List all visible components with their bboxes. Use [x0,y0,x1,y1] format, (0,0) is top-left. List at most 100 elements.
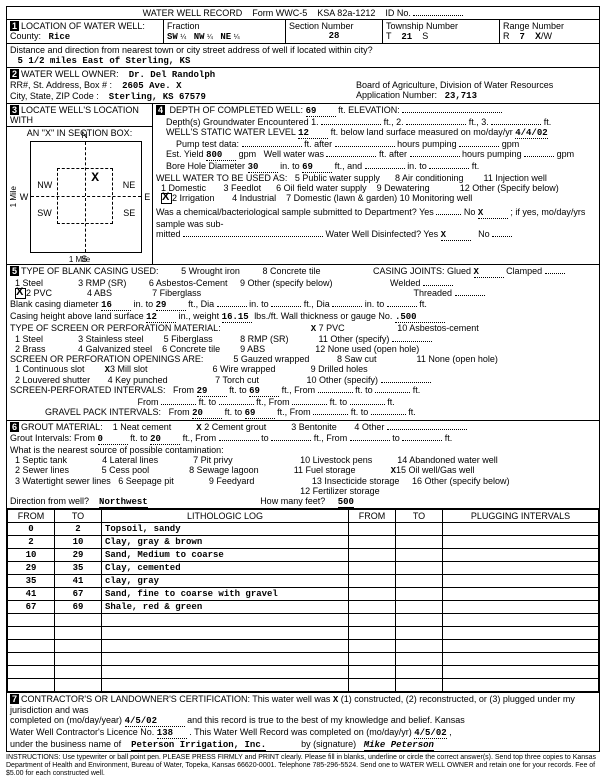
log-plug-h: PLUGGING INTERVALS [443,510,599,523]
p16: 16 Other (specify below) [412,476,510,486]
bd-ft3: ft. [419,299,427,309]
gp-t: 69 [245,408,275,419]
log-row [8,614,599,627]
township-label: Township Number [386,21,458,31]
bore-depth: 69 [302,162,332,173]
o10: 10 Other (specify) [307,375,379,385]
log-row: 2935Clay, cemented [8,562,599,575]
log-lith-h: LITHOLOGIC LOG [102,510,349,523]
welded: Welded [390,278,420,288]
p5: 5 Cess pool [102,465,150,475]
p4: 4 Lateral lines [102,455,158,465]
no-dis: No [478,229,490,239]
disinf-x: X [441,230,471,241]
section: 28 [289,31,379,41]
ksa: KSA 82a-1212 [317,8,375,18]
blankdia-val: 16 [101,300,131,311]
use9: 9 Dewatering [377,183,430,193]
use-label: WELL WATER TO BE USED AS: [156,173,287,183]
range: 7 [520,32,525,42]
o1: 1 Continuous slot [15,364,85,374]
lic-label: Water Well Contractor's Licence No. [10,727,154,737]
g1: 1 Neat cement [113,422,172,432]
t-suffix: S [422,31,428,41]
lbsft: lbs./ft. Wall thickness or gauge No. [254,311,392,321]
pump-after: ft. after [304,139,332,149]
bd-into2: in. to [249,299,269,309]
clamped: Clamped [506,266,542,276]
dia-ne: NE [123,180,136,190]
q3: ¼ [234,34,240,41]
blankdia-label: Blank casing diameter [10,299,99,309]
p14: 14 Abandoned water well [397,455,498,465]
board-label: Board of Agriculture, Division of Water … [356,80,553,90]
sec4-label: DEPTH OF COMPLETED WELL: [170,105,304,115]
gint-t: 20 [150,434,180,445]
sec5-label: TYPE OF BLANK CASING USED: [21,266,159,276]
log-row: 6769Shale, red & green [8,601,599,614]
sec3-box: AN "X" IN SECTION BOX: [27,128,132,138]
use2: 2 Irrigation [172,193,215,203]
fraction-label: Fraction [167,21,200,31]
gint-label: Grout Intervals: From [10,433,95,443]
o8: 8 Saw cut [337,354,377,364]
bore-label: Bore Hole Diameter [166,161,245,171]
dist: 5 1/2 miles East of Sterling, KS [18,56,191,66]
s9: 9 ABS [240,344,265,354]
gint-f: 0 [98,434,128,445]
dia-s: S [81,254,87,264]
c8: 8 Concrete tile [262,266,320,276]
weight-val: 16.15 [222,312,252,323]
s11: 11 Other (specify) [319,334,390,344]
c4: 4 ABS [87,288,112,298]
gp-ftfrom2: ft., From [277,407,311,417]
si-f: 29 [197,386,227,397]
ftdia1: ft., Dia [188,299,214,309]
use2-check [161,193,172,204]
log-row: 3541clay, gray [8,575,599,588]
dia-n: N [81,130,88,140]
ft2: ft. [472,161,480,171]
sec4-num: 4 [156,105,165,115]
sec2-label: WATER WELL OWNER: [21,69,119,79]
hours-pump2: hours pumping [462,149,522,159]
height-label: Casing height above land surface [10,311,144,321]
mile-w: 1 Mile [9,186,18,207]
bd-into: in. to [134,299,154,309]
title: WATER WELL RECORD [143,8,243,18]
p15: 15 Oil well/Gas well [396,465,475,475]
f2: NW [194,32,205,42]
r-prefix: R [503,31,510,41]
r-suffix: W [543,31,552,41]
use12: 12 Other (Specify below) [460,183,559,193]
p11: 11 Fuel storage [294,465,356,475]
static-text: ft. below land surface measured on mo/da… [331,127,513,137]
r-x: X [535,31,541,41]
o2: 2 Louvered shutter [15,375,90,385]
county-label: County: [10,31,41,41]
g2: 2 Cement grout [204,422,266,432]
q2: ¼ [207,34,213,41]
chem-no: No [464,207,476,217]
s4: 4 Galvanized steel [78,344,152,354]
p9: 9 Feedyard [209,476,255,486]
mile-s: 1 Mile [7,255,152,264]
si-ftto: ft. to [229,385,247,395]
gint-ft: ft. [445,433,453,443]
ft1: ft. [338,105,346,115]
addr-label: RR#, St. Address, Box # : [10,80,112,90]
dist-label: Distance and direction from nearest town… [10,45,373,55]
threaded: Threaded [414,288,453,298]
owner: Dr. Del Randolph [129,70,215,80]
log-row [8,679,599,692]
height-val: 12 [146,312,176,323]
p2: 2 Sewer lines [15,465,69,475]
si-ftfrom3: ft., From [256,397,290,407]
well-water: Well water was [264,149,324,159]
s12: 12 None used (open hole) [315,344,419,354]
sec3-num: 3 [10,105,19,115]
use10: 10 Monitoring well [400,193,473,203]
static-label: WELL'S STATIC WATER LEVEL [166,127,296,137]
addr: 2605 Ave. X [122,81,181,91]
gpm1: gpm [502,139,520,149]
